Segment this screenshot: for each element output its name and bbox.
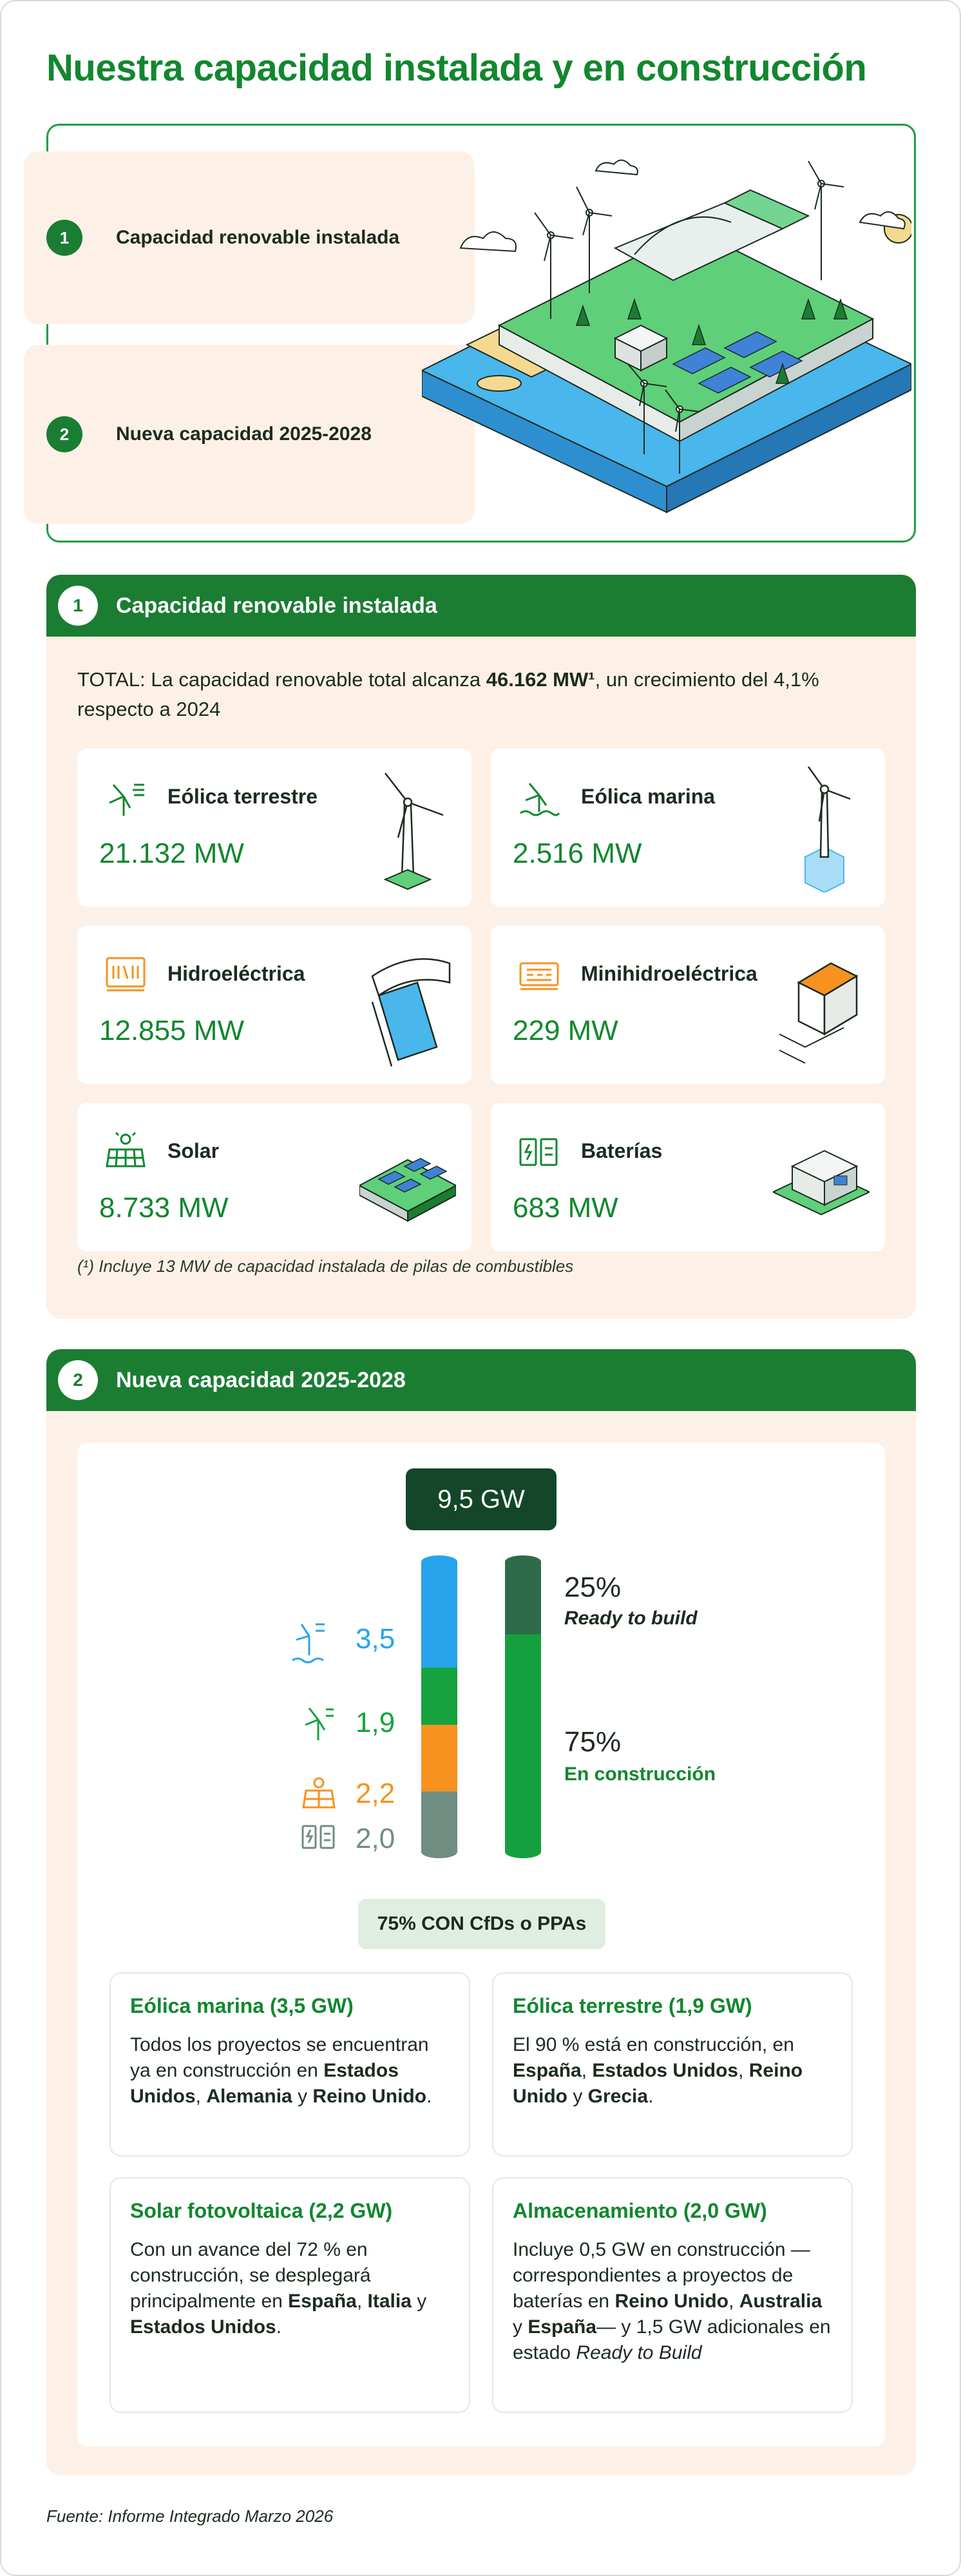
footnote: (¹) Incluye 13 MW de capacidad instalada… xyxy=(77,1256,574,1276)
offshore-wind-icon xyxy=(520,783,560,816)
number-badge: 1 xyxy=(46,220,82,256)
installed-capacity-section: 1 Capacidad renovable instalada TOTAL: L… xyxy=(46,575,916,1319)
project-card-title: Eólica terrestre (1,9 GW) xyxy=(513,1994,752,2017)
status-bar-segment-1 xyxy=(505,1634,541,1852)
card-value: 229 MW xyxy=(513,1015,618,1046)
card-name: Eólica terrestre xyxy=(167,785,318,808)
hydro-icon xyxy=(106,957,146,992)
project-card-body: Incluye 0,5 GW en construcción —correspo… xyxy=(513,2239,831,2363)
technology-bar xyxy=(421,1555,457,1858)
solar-array-illustration xyxy=(359,1158,456,1222)
total-capacity-text: TOTAL: La capacidad renovable total alca… xyxy=(77,668,819,720)
solar-value-label: 2,2 xyxy=(356,1778,395,1809)
technology-bar-segment-3 xyxy=(421,1791,457,1852)
stacked-bars-chart xyxy=(292,1555,541,1858)
technology-bar-segment-0 xyxy=(421,1562,457,1668)
onshore-value-label: 1,9 xyxy=(356,1707,395,1738)
project-card-onshore: Eólica terrestre (1,9 GW) El 90 % está e… xyxy=(492,1972,853,2157)
source-note: Fuente: Informe Integrado Marzo 2026 xyxy=(46,2506,334,2526)
offshore-wind-icon xyxy=(292,1623,325,1664)
wind-turbine-icon xyxy=(109,783,144,816)
technology-bar-bottom-cap xyxy=(421,1845,457,1858)
cfd-ppa-badge: 75% CON CfDs o PPAs xyxy=(358,1899,605,1949)
section-header: 2 Nueva capacidad 2025-2028 xyxy=(46,1349,916,1411)
card-name: Solar xyxy=(167,1139,220,1162)
capacity-card-solar: Solar 8.733 MW xyxy=(77,1103,471,1251)
project-card-title: Eólica marina (3,5 GW) xyxy=(130,1994,354,2017)
project-card-body: El 90 % está en construcción, en España,… xyxy=(513,2034,803,2107)
page-title: Nuestra capacidad instalada y en constru… xyxy=(46,47,867,89)
project-card-title: Almacenamiento (2,0 GW) xyxy=(513,2199,767,2222)
capacity-card-offshore-wind: Eólica marina 2.516 MW xyxy=(491,749,885,907)
dam-illustration xyxy=(371,958,451,1067)
in-construction-pct: 75% xyxy=(564,1726,622,1758)
card-value: 683 MW xyxy=(513,1192,618,1224)
card-value: 12.855 MW xyxy=(99,1015,244,1046)
onshore-turbine-illustration xyxy=(383,773,444,890)
status-bar-top-cap xyxy=(505,1555,541,1568)
total-gw-badge: 9,5 GW xyxy=(406,1468,557,1530)
card-name: Hidroeléctrica xyxy=(167,962,305,985)
project-card-solar: Solar fotovoltaica (2,2 GW) Con un avanc… xyxy=(109,2177,470,2413)
number-badge: 2 xyxy=(46,416,82,452)
offshore-value-label: 3,5 xyxy=(356,1623,395,1655)
project-card-storage: Almacenamiento (2,0 GW) Incluye 0,5 GW e… xyxy=(492,2177,853,2413)
offshore-turbine-illustration xyxy=(804,766,851,892)
capacity-chart-panel: 9,5 GW 3,5 1,9 2,2 xyxy=(77,1443,885,2446)
hero-item-label: Capacidad renovable instalada xyxy=(116,227,400,248)
project-card-offshore: Eólica marina (3,5 GW) Todos los proyect… xyxy=(109,1972,470,2157)
battery-building-illustration xyxy=(773,1149,870,1216)
capacity-card-onshore-wind: Eólica terrestre 21.132 MW xyxy=(77,749,471,907)
card-value: 2.516 MW xyxy=(513,838,642,869)
status-bar-bottom-cap xyxy=(505,1845,541,1858)
new-capacity-section: 2 Nueva capacidad 2025-2028 9,5 GW xyxy=(46,1349,916,2475)
in-construction-label: En construcción xyxy=(564,1764,716,1785)
project-card-body: Con un avance del 72 % en construcción, … xyxy=(130,2239,427,2338)
solar-panel-icon xyxy=(302,1777,336,1809)
solar-panel-icon xyxy=(106,1131,146,1168)
technology-bar-segment-1 xyxy=(421,1668,457,1725)
mini-hydro-icon xyxy=(519,962,559,990)
section-title: Nueva capacidad 2025-2028 xyxy=(116,1367,406,1392)
battery-icon xyxy=(301,1825,335,1849)
hero-item-label: Nueva capacidad 2025-2028 xyxy=(116,423,372,445)
number-badge: 1 xyxy=(58,586,98,626)
card-value: 8.733 MW xyxy=(99,1192,229,1224)
hero-item-new-capacity[interactable]: 2 Nueva capacidad 2025-2028 xyxy=(24,345,475,524)
mini-hydro-building-illustration xyxy=(779,962,859,1064)
card-value: 21.132 MW xyxy=(99,838,244,869)
card-name: Minihidroeléctrica xyxy=(581,962,757,985)
technology-bar-top-cap xyxy=(421,1555,457,1568)
section-header: 1 Capacidad renovable instalada xyxy=(46,575,916,637)
hero-item-installed[interactable]: 1 Capacidad renovable instalada xyxy=(24,151,475,324)
section-title: Capacidad renovable instalada xyxy=(116,593,437,618)
capacity-card-hydro: Hidroeléctrica 12.855 MW xyxy=(77,926,471,1084)
technology-bar-segment-2 xyxy=(421,1725,457,1792)
hero-panel: 1 Capacidad renovable instalada 2 Nueva … xyxy=(24,124,916,543)
ready-to-build-label: Ready to build xyxy=(564,1608,698,1629)
battery-icon xyxy=(519,1138,558,1166)
isometric-landscape-illustration xyxy=(422,159,911,514)
card-name: Baterías xyxy=(581,1139,663,1162)
capacity-card-batteries: Baterías 683 MW xyxy=(491,1103,885,1251)
battery-value-label: 2,0 xyxy=(356,1823,395,1854)
status-bar xyxy=(505,1555,541,1858)
project-card-body: Todos los proyectos se encuentran ya en … xyxy=(130,2034,432,2107)
capacity-card-mini-hydro: Minihidroeléctrica 229 MW xyxy=(491,926,885,1084)
status-bar-segment-0 xyxy=(505,1562,541,1635)
project-card-title: Solar fotovoltaica (2,2 GW) xyxy=(130,2199,393,2222)
number-badge: 2 xyxy=(58,1360,98,1400)
card-name: Eólica marina xyxy=(581,785,716,808)
ready-to-build-pct: 25% xyxy=(564,1572,622,1603)
wind-turbine-icon xyxy=(305,1707,334,1740)
